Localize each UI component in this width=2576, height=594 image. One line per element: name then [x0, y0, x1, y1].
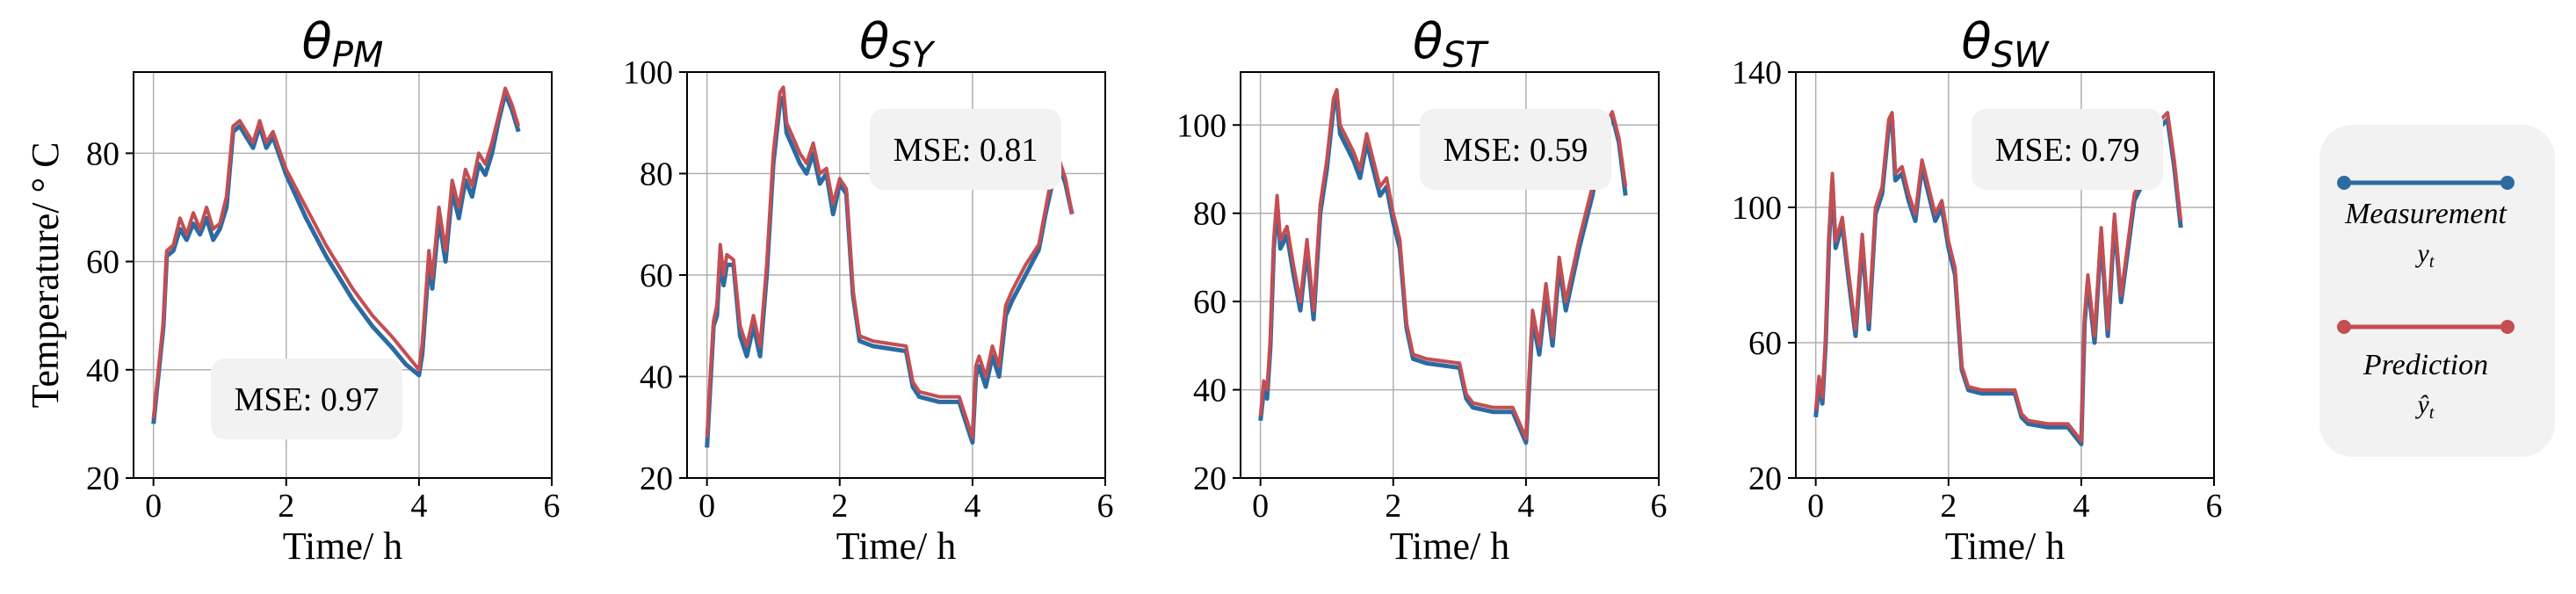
x-axis-label: Time/ h	[1945, 525, 2066, 568]
x-tick-label: 6	[544, 488, 561, 525]
legend-prediction-symbol: ŷt	[2415, 390, 2435, 423]
prediction-series-line	[705, 85, 1075, 439]
legend: Measurement yt Prediction ŷt	[2319, 125, 2555, 457]
legend-prediction-marker-left	[2337, 320, 2351, 334]
axes-frame	[1795, 71, 2215, 479]
y-tick-label: 80	[1193, 196, 1226, 233]
x-tick-label: 0	[145, 488, 162, 525]
prediction-series-line	[151, 86, 521, 419]
y-tick-label: 20	[1193, 460, 1226, 497]
mse-box	[870, 109, 1061, 190]
legend-measurement-label: Measurement	[2344, 198, 2507, 230]
measurement-series-line	[151, 91, 521, 424]
y-tick-label: 80	[640, 156, 673, 193]
chart-panel-4: 0 2 4 6 20 60 100 140 Time/ h θSW MSE: 0.79	[1732, 13, 2223, 568]
x-tick-label: 6	[1651, 488, 1668, 525]
x-axis-label: Time/ h	[1390, 525, 1510, 568]
chart-panel-2: 0 2 4 6 20 40 60 80 100 Time/ h θSY MSE: 0.81	[623, 13, 1114, 568]
y-tick-label: 40	[1193, 373, 1226, 409]
prediction-series-line	[1258, 88, 1628, 440]
y-tick-label: 60	[1193, 284, 1226, 321]
prediction-series-line	[1813, 111, 2183, 443]
mse-box	[1420, 109, 1611, 190]
x-tick-label: 2	[1385, 488, 1401, 525]
chart-panel-1: 0 2 4 6 20 40 60 80 Time/ h Temperature/ ° C θPM MS…	[24, 13, 561, 568]
y-tick-label: 60	[640, 257, 673, 294]
y-tick-label: 20	[1748, 460, 1782, 497]
y-tick-label: 140	[1732, 54, 1782, 91]
panel-title: θSY	[859, 13, 937, 76]
x-tick-label: 4	[410, 488, 427, 525]
y-tick-label: 40	[640, 359, 673, 396]
chart-panel-3: 0 2 4 6 20 40 60 80 100 Time/ h θST MSE: 0.59	[1176, 13, 1668, 568]
y-tick-label: 60	[86, 244, 119, 281]
y-tick-label: 40	[86, 352, 119, 389]
mse-label: MSE: 0.81	[894, 132, 1038, 169]
y-tick-label: 60	[1748, 325, 1782, 362]
x-tick-label: 0	[1807, 488, 1824, 525]
x-tick-label: 4	[1517, 488, 1534, 525]
x-tick-label: 4	[2073, 488, 2089, 525]
panel-title: θPM	[302, 13, 384, 76]
y-tick-label: 20	[86, 460, 119, 497]
mse-label: MSE: 0.59	[1444, 132, 1588, 169]
y-axis-label: Temperature/ ° C	[24, 142, 67, 409]
mse-label: MSE: 0.97	[235, 381, 380, 418]
y-tick-label: 100	[1732, 190, 1782, 227]
legend-measurement-symbol: yt	[2415, 239, 2435, 272]
y-tick-label: 80	[86, 135, 119, 172]
x-tick-label: 2	[1940, 488, 1957, 525]
x-tick-label: 2	[278, 488, 294, 525]
x-tick-label: 6	[1097, 488, 1114, 525]
axes-frame	[1240, 71, 1660, 479]
x-tick-label: 0	[698, 488, 715, 525]
panel-title: θSW	[1961, 13, 2050, 76]
x-tick-label: 6	[2206, 488, 2223, 525]
legend-prediction-label: Prediction	[2363, 349, 2488, 381]
panel-title: θST	[1413, 13, 1490, 76]
legend-measurement-marker-right	[2500, 176, 2514, 190]
x-axis-label: Time/ h	[836, 525, 957, 568]
x-tick-label: 0	[1252, 488, 1269, 525]
y-tick-label: 100	[623, 54, 673, 91]
mse-label: MSE: 0.79	[1995, 132, 2140, 169]
legend-measurement-marker-left	[2337, 176, 2351, 190]
axes-frame	[133, 71, 553, 479]
x-tick-label: 2	[831, 488, 848, 525]
mse-box	[211, 359, 402, 439]
legend-background	[2319, 125, 2555, 457]
x-tick-label: 4	[964, 488, 980, 525]
mse-box	[1972, 109, 2163, 190]
x-axis-label: Time/ h	[283, 525, 403, 568]
y-tick-label: 100	[1176, 107, 1226, 144]
legend-prediction-marker-right	[2500, 320, 2514, 334]
y-tick-label: 20	[640, 460, 673, 497]
